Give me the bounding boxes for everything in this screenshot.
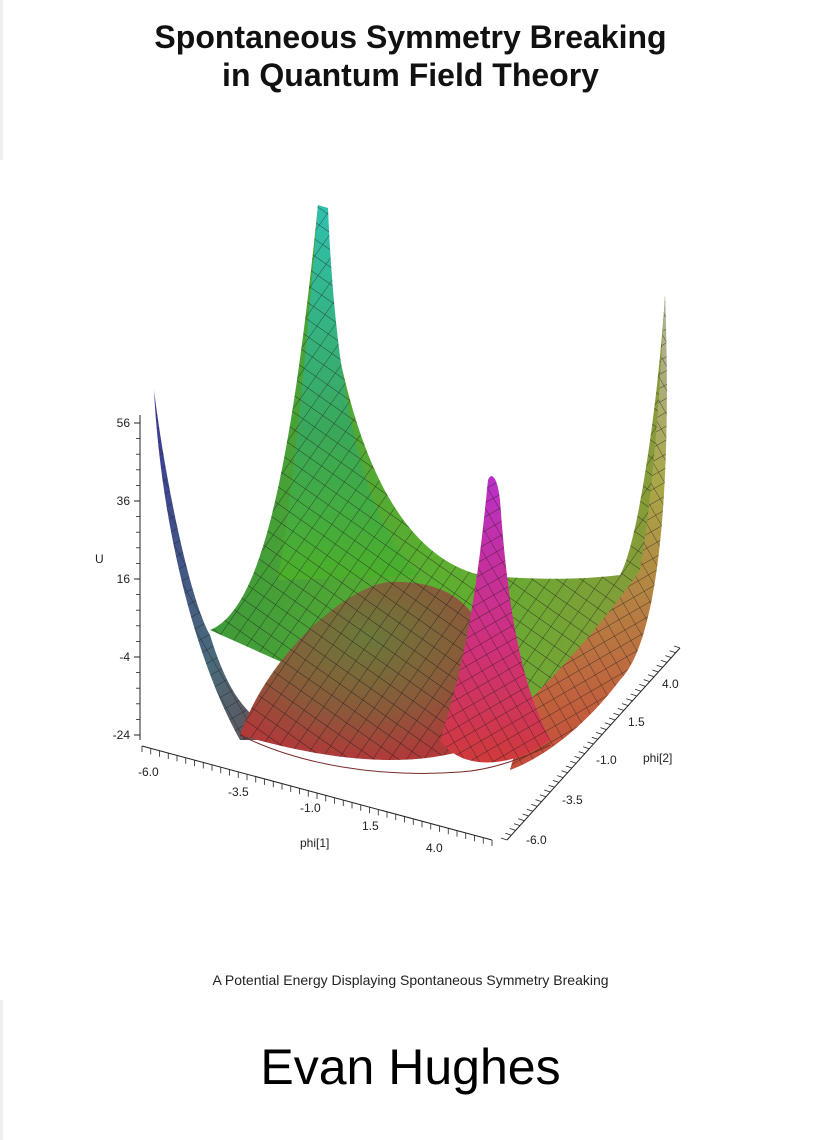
x-tick-label: -6.0: [138, 765, 159, 779]
x-axis-label: phi[1]: [300, 836, 329, 850]
z-axis-label: U: [95, 552, 104, 566]
y-axis-label: phi[2]: [643, 751, 672, 765]
z-tick-label: 16: [117, 572, 131, 586]
y-tick-label: 4.0: [662, 677, 679, 691]
title-line-1: Spontaneous Symmetry Breaking: [154, 19, 667, 55]
x-tick-label: -1.0: [300, 801, 321, 815]
x-tick-label: 4.0: [426, 841, 443, 855]
page-edge-shadow: [0, 0, 3, 160]
y-tick-label: -1.0: [596, 753, 617, 767]
y-tick-label: 1.5: [628, 715, 645, 729]
book-title: Spontaneous Symmetry Breaking in Quantum…: [0, 18, 821, 94]
surface-bottom-edge: [239, 734, 551, 774]
y-axis: 4.0 1.5 -1.0 -3.5 -6.0 phi[2]: [500, 645, 681, 847]
x-axis: -6.0 -3.5 -1.0 1.5 4.0 phi[1]: [138, 745, 493, 855]
y-tick-label: -6.0: [526, 833, 547, 847]
z-tick-label: 36: [117, 494, 131, 508]
author-name: Evan Hughes: [260, 1039, 561, 1095]
x-tick-label: 1.5: [362, 819, 379, 833]
z-axis: 56 36 16 -4 -24 U: [95, 415, 141, 742]
z-tick-label: -24: [113, 728, 131, 742]
page-edge-shadow: [0, 1000, 3, 1140]
z-tick-label: 56: [117, 416, 131, 430]
figure-caption: A Potential Energy Displaying Spontaneou…: [212, 972, 609, 988]
x-tick-label: -3.5: [228, 785, 249, 799]
y-tick-label: -3.5: [562, 793, 583, 807]
z-tick-label: -4: [119, 650, 130, 664]
title-line-2: in Quantum Field Theory: [222, 57, 599, 93]
